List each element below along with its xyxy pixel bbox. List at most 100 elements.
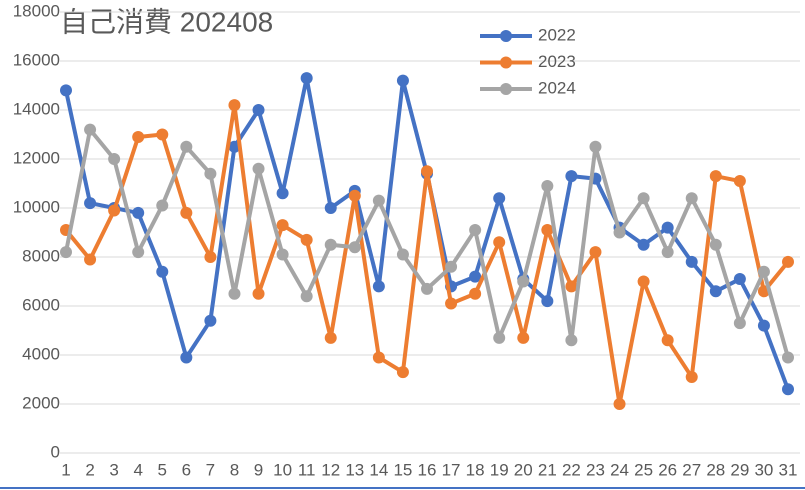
point xyxy=(445,260,458,273)
y-tick-label: 2000 xyxy=(22,393,60,412)
point xyxy=(685,255,698,268)
point xyxy=(637,238,650,251)
point xyxy=(108,204,121,217)
point xyxy=(300,72,313,85)
point xyxy=(276,187,289,200)
point xyxy=(685,371,698,384)
point xyxy=(637,275,650,288)
y-tick-label: 16000 xyxy=(13,50,60,69)
x-tick-label: 8 xyxy=(230,460,239,479)
x-tick-label: 3 xyxy=(109,460,118,479)
point xyxy=(469,270,482,283)
x-tick-label: 21 xyxy=(538,460,557,479)
y-tick-label: 6000 xyxy=(22,295,60,314)
legend-marker xyxy=(500,30,512,42)
x-tick-label: 20 xyxy=(514,460,533,479)
point xyxy=(661,334,674,347)
point xyxy=(276,219,289,232)
y-tick-label: 4000 xyxy=(22,344,60,363)
point xyxy=(709,285,722,298)
point xyxy=(348,241,361,254)
point xyxy=(228,99,241,112)
point xyxy=(709,170,722,183)
point xyxy=(396,74,409,87)
point xyxy=(589,246,602,259)
point xyxy=(445,297,458,310)
point xyxy=(565,334,578,347)
legend-marker xyxy=(500,83,512,95)
x-tick-label: 4 xyxy=(133,460,142,479)
x-tick-label: 15 xyxy=(393,460,412,479)
point xyxy=(541,295,554,308)
point xyxy=(60,246,72,259)
x-tick-label: 30 xyxy=(754,460,773,479)
point xyxy=(757,319,770,332)
point xyxy=(84,123,97,136)
x-tick-label: 1 xyxy=(61,460,70,479)
point xyxy=(661,246,674,259)
point xyxy=(204,251,217,263)
point xyxy=(733,317,746,330)
point xyxy=(493,192,506,205)
y-tick-label: 12000 xyxy=(13,148,60,167)
x-tick-label: 24 xyxy=(610,460,629,479)
point xyxy=(204,167,217,180)
y-tick-label: 18000 xyxy=(13,1,60,20)
x-tick-label: 31 xyxy=(779,460,798,479)
point xyxy=(469,224,482,237)
point xyxy=(709,238,722,251)
point xyxy=(180,140,193,153)
point xyxy=(84,197,97,210)
point xyxy=(396,366,409,379)
x-tick-label: 19 xyxy=(490,460,509,479)
x-tick-label: 9 xyxy=(254,460,263,479)
chart-title: 自己消費 202408 xyxy=(60,6,273,37)
point xyxy=(396,248,409,261)
point xyxy=(108,153,121,165)
x-tick-label: 28 xyxy=(706,460,725,479)
point xyxy=(782,383,794,396)
y-tick-label: 10000 xyxy=(13,197,60,216)
point xyxy=(156,265,169,278)
legend-label: 2023 xyxy=(538,52,576,71)
x-tick-label: 17 xyxy=(442,460,461,479)
point xyxy=(180,351,193,364)
point xyxy=(132,130,145,143)
point xyxy=(300,233,313,246)
point xyxy=(782,351,794,364)
x-tick-label: 11 xyxy=(298,460,316,479)
legend-marker xyxy=(500,56,512,69)
x-tick-label: 5 xyxy=(158,460,167,479)
x-tick-label: 16 xyxy=(418,460,437,479)
x-tick-label: 26 xyxy=(658,460,677,479)
point xyxy=(84,253,97,266)
point xyxy=(156,128,169,141)
point xyxy=(733,273,746,286)
point xyxy=(372,194,385,207)
y-tick-label: 14000 xyxy=(13,99,60,118)
point xyxy=(782,255,794,268)
point xyxy=(421,282,433,295)
y-tick-label: 8000 xyxy=(22,246,60,265)
point xyxy=(613,398,626,410)
point xyxy=(469,287,482,300)
x-tick-label: 18 xyxy=(466,460,485,479)
point xyxy=(565,170,578,183)
point xyxy=(60,84,72,97)
point xyxy=(517,331,530,344)
point xyxy=(324,331,337,344)
point xyxy=(372,351,385,364)
point xyxy=(733,175,746,188)
x-tick-label: 2 xyxy=(85,460,94,479)
point xyxy=(132,246,145,259)
point xyxy=(276,248,289,261)
point xyxy=(204,314,217,327)
x-tick-label: 12 xyxy=(321,460,340,479)
x-tick-label: 29 xyxy=(730,460,749,479)
point xyxy=(228,287,241,300)
x-tick-label: 13 xyxy=(345,460,364,479)
point xyxy=(421,165,433,178)
legend-label: 2022 xyxy=(538,25,576,44)
point xyxy=(541,179,554,192)
